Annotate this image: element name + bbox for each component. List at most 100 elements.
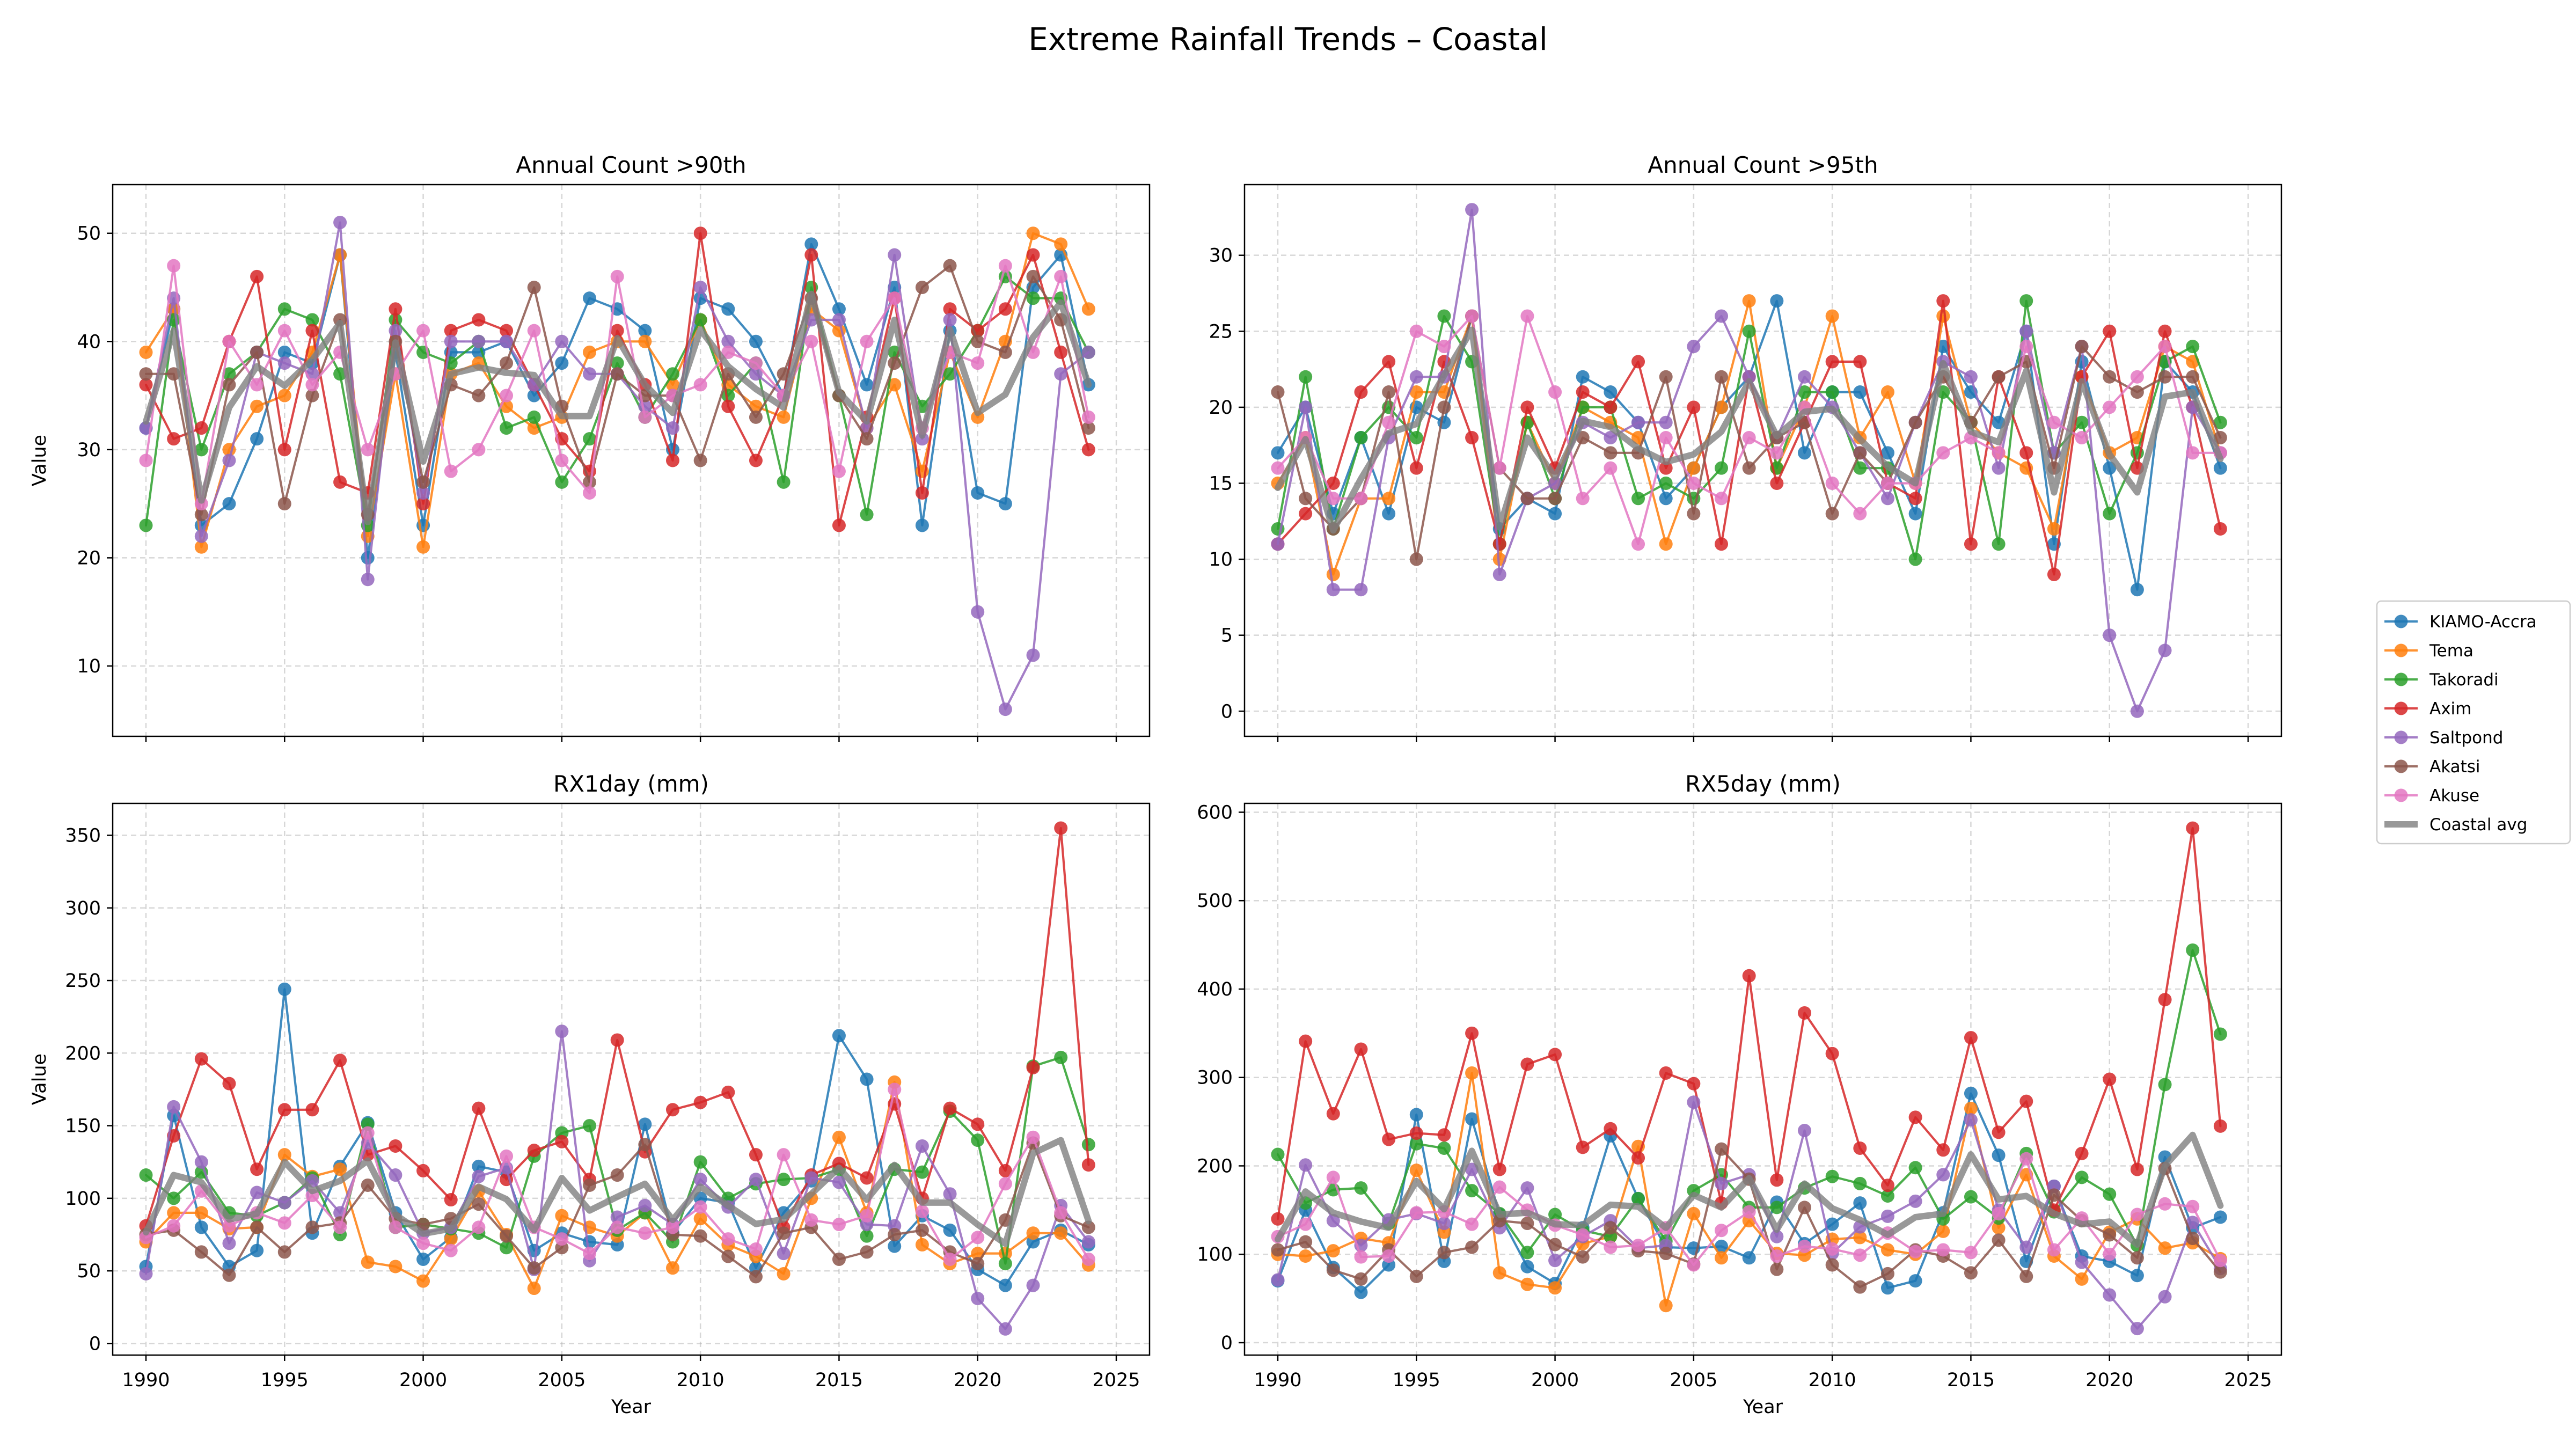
- data-point-saltpond: [1604, 431, 1618, 445]
- data-point-takoradi: [1853, 461, 1867, 475]
- data-point-kiamo-accra: [998, 1278, 1012, 1292]
- data-point-akuse: [2158, 1197, 2172, 1211]
- data-point-akuse: [139, 1231, 153, 1245]
- data-point-akatsi: [1825, 1258, 1839, 1272]
- x-tick-label: 2015: [1947, 1370, 1995, 1391]
- data-point-akatsi: [971, 334, 985, 348]
- data-point-tema: [416, 540, 430, 554]
- data-point-kiamo-accra: [250, 1243, 264, 1257]
- data-point-akuse: [2186, 446, 2200, 460]
- data-point-saltpond: [1797, 1124, 1811, 1138]
- data-point-akatsi: [472, 389, 486, 402]
- data-point-takoradi: [277, 302, 291, 316]
- data-point-saltpond: [2019, 324, 2033, 338]
- axes-frame: [112, 802, 1151, 1356]
- y-tick-label: 25: [1209, 321, 1233, 342]
- data-point-kiamo-accra: [1742, 1251, 1756, 1265]
- series-line-coastal-avg: [143, 1137, 1092, 1247]
- data-point-saltpond: [2019, 1240, 2033, 1254]
- data-point-akuse: [555, 1232, 569, 1246]
- data-point-kiamo-accra: [998, 497, 1012, 511]
- data-point-saltpond: [472, 1169, 486, 1183]
- data-point-axim: [1520, 1057, 1534, 1071]
- data-point-akatsi: [2075, 340, 2089, 354]
- data-point-akuse: [1492, 461, 1506, 475]
- data-point-takoradi: [1437, 1141, 1451, 1155]
- data-point-axim: [1770, 1173, 1784, 1187]
- data-point-kiamo-accra: [250, 432, 264, 446]
- data-point-axim: [1825, 1046, 1839, 1060]
- data-point-axim: [1354, 385, 1368, 399]
- data-point-akatsi: [1742, 461, 1756, 475]
- data-point-saltpond: [2158, 1290, 2172, 1304]
- data-point-akuse: [860, 1209, 874, 1223]
- data-point-axim: [527, 1144, 541, 1158]
- series-akuse: [1271, 309, 2227, 551]
- data-point-akuse: [1908, 1245, 1922, 1258]
- y-tick-label: 50: [77, 223, 101, 245]
- y-tick-label: 300: [1197, 1067, 1233, 1089]
- data-point-axim: [1492, 1162, 1506, 1176]
- y-tick-label: 50: [77, 1261, 101, 1282]
- data-point-akuse: [1687, 476, 1701, 490]
- data-point-axim: [194, 1052, 208, 1066]
- data-point-akuse: [1797, 1239, 1811, 1253]
- data-point-akatsi: [222, 1268, 236, 1282]
- data-point-akuse: [167, 259, 181, 273]
- data-point-saltpond: [1715, 309, 1729, 323]
- data-point-saltpond: [1492, 567, 1506, 581]
- data-point-akatsi: [250, 1220, 264, 1234]
- data-point-takoradi: [2186, 943, 2200, 957]
- data-point-akuse: [389, 1220, 402, 1234]
- data-point-akatsi: [1604, 446, 1618, 460]
- data-point-akuse: [749, 356, 763, 370]
- data-point-axim: [693, 226, 707, 240]
- data-point-akuse: [943, 1252, 957, 1266]
- data-point-saltpond: [888, 248, 902, 262]
- data-point-saltpond: [665, 421, 679, 435]
- data-point-axim: [1687, 1077, 1701, 1091]
- data-point-axim: [1715, 537, 1729, 551]
- data-point-axim: [416, 497, 430, 511]
- data-point-takoradi: [2158, 1078, 2172, 1092]
- data-point-axim: [1054, 345, 1068, 359]
- data-point-kiamo-accra: [1770, 294, 1784, 308]
- data-point-akatsi: [2103, 370, 2117, 384]
- data-point-akatsi: [1715, 370, 1729, 384]
- data-point-akuse: [444, 1243, 458, 1257]
- data-point-akuse: [500, 1149, 514, 1163]
- data-point-tema: [2047, 522, 2061, 536]
- x-tick-label: 2010: [1809, 1370, 1856, 1391]
- data-point-akatsi: [1409, 552, 1423, 566]
- data-point-axim: [1326, 476, 1340, 490]
- data-point-kiamo-accra: [555, 356, 569, 370]
- data-point-akatsi: [1770, 1262, 1784, 1276]
- data-point-takoradi: [971, 1133, 985, 1147]
- data-point-saltpond: [693, 280, 707, 294]
- legend-label: Takoradi: [2429, 670, 2499, 690]
- data-point-axim: [915, 486, 929, 500]
- data-point-saltpond: [1465, 203, 1479, 217]
- data-point-axim: [1964, 537, 1978, 551]
- data-point-saltpond: [1054, 367, 1068, 381]
- data-point-axim: [2213, 1119, 2227, 1133]
- data-point-saltpond: [250, 1185, 264, 1199]
- data-point-akatsi: [1299, 1235, 1313, 1249]
- data-point-akatsi: [2130, 1251, 2144, 1265]
- data-point-takoradi: [1520, 1246, 1534, 1260]
- y-tick-label: 5: [1221, 625, 1233, 647]
- data-point-kiamo-accra: [1964, 1086, 1978, 1100]
- data-point-saltpond: [167, 1100, 181, 1114]
- data-point-axim: [2103, 324, 2117, 338]
- data-point-saltpond: [1326, 1214, 1340, 1228]
- data-point-kiamo-accra: [1715, 1239, 1729, 1253]
- data-point-takoradi: [2213, 415, 2227, 429]
- data-point-kiamo-accra: [2103, 461, 2117, 475]
- data-point-akatsi: [1715, 1142, 1729, 1156]
- data-point-axim: [1880, 1179, 1894, 1192]
- data-point-akuse: [2019, 340, 2033, 354]
- data-point-tema: [194, 1206, 208, 1220]
- data-point-axim: [2075, 1146, 2089, 1160]
- data-point-kiamo-accra: [971, 486, 985, 500]
- data-point-tema: [693, 1212, 707, 1226]
